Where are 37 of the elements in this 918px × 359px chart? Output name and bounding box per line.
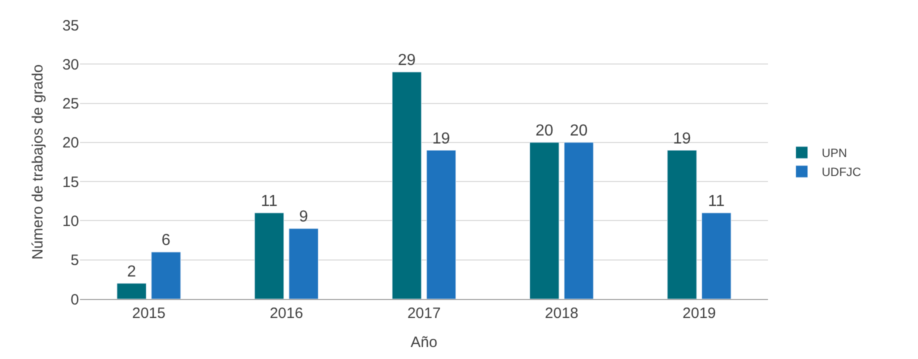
data-label: 19: [673, 130, 691, 148]
y-tick-label: 10: [62, 212, 79, 230]
y-tick-label: 5: [70, 252, 79, 270]
y-axis-title: Número de trabajos de grado: [30, 64, 47, 260]
bar: [288, 228, 318, 299]
bar: [254, 212, 284, 299]
x-axis-title: Año: [410, 334, 438, 351]
data-label: 11: [708, 192, 725, 210]
y-tick-label: 15: [62, 174, 79, 191]
data-label: 19: [432, 130, 450, 148]
data-label: 11: [260, 192, 278, 210]
bar: [530, 142, 560, 299]
bar: [116, 283, 146, 299]
y-tick-label: 20: [62, 134, 79, 152]
data-label: 20: [535, 122, 554, 140]
bar: [392, 72, 422, 299]
x-tick-label: 2017: [407, 305, 441, 322]
y-tick-label: 30: [62, 56, 79, 74]
y-tick-label: 0: [70, 291, 79, 308]
x-tick-label: 2019: [682, 305, 716, 322]
x-tick-label: 2016: [270, 305, 304, 322]
data-label: 2: [127, 263, 136, 280]
bar: [667, 150, 697, 299]
legend-label: UDFJC: [822, 165, 862, 180]
data-label: 29: [398, 52, 416, 69]
bar: [564, 142, 594, 299]
bar: [426, 150, 456, 299]
x-tick-label: 2018: [544, 305, 578, 322]
bar: [702, 212, 732, 299]
y-tick-label: 25: [62, 96, 79, 113]
y-tick-label: 35: [62, 17, 79, 34]
legend-label: UPN: [822, 146, 848, 160]
bar: [151, 252, 181, 299]
x-tick-label: 2015: [132, 305, 166, 322]
data-label: 6: [162, 232, 170, 250]
data-label: 20: [570, 122, 588, 140]
data-label: 9: [299, 208, 308, 226]
